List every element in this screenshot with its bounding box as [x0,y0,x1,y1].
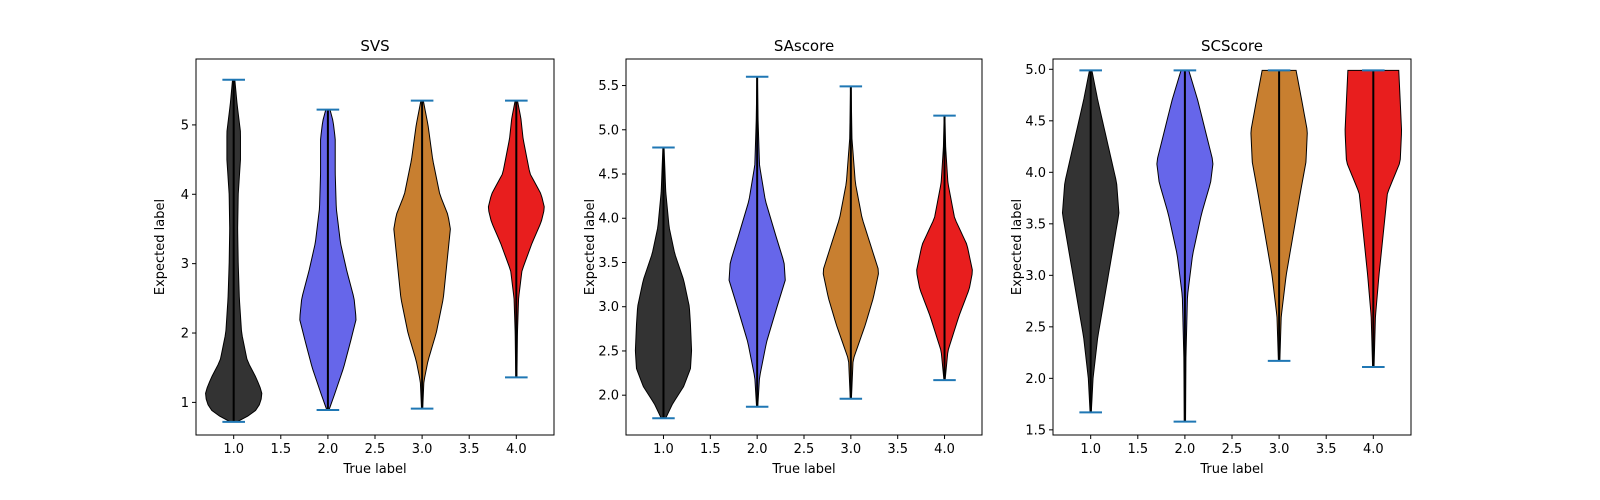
x-tick-label: 2.0 [1175,442,1196,457]
x-tick-label: 2.0 [318,442,339,457]
y-tick-label: 3 [181,257,189,272]
panel-title: SCScore [1201,37,1263,55]
y-tick-label: 2.0 [1025,372,1046,387]
y-tick-label: 4.0 [598,212,619,227]
x-tick-label: 1.5 [270,442,291,457]
y-tick-label: 1.5 [1025,423,1046,438]
y-tick-label: 2 [181,327,189,342]
y-tick-label: 4.5 [1025,114,1046,129]
y-tick-label: 4.5 [598,168,619,183]
panel-title: SVS [360,37,389,55]
y-axis-label: Expected label [1010,199,1025,295]
y-tick-label: 2.0 [598,389,619,404]
x-tick-label: 1.5 [1127,442,1148,457]
x-tick-label: 1.0 [223,442,244,457]
y-tick-label: 5.0 [1025,63,1046,78]
y-tick-label: 2.5 [1025,320,1046,335]
svs-panel: 1.0 1.5 2.0 2.5 3.0 3.5 4.0 1 2 3 4 5 SVS True labe… [153,37,555,477]
sascore-panel: 1.0 1.5 2.0 2.5 3.0 3.5 4.0 2.0 2.5 3.0 3.5 4.0 4.5 5… [583,37,983,477]
x-tick-label: 4.0 [934,442,955,457]
panel-title: SAscore [774,37,834,55]
x-tick-label: 4.0 [1363,442,1384,457]
plot-area: 1.0 1.5 2.0 2.5 3.0 3.5 4.0 1.5 2.0 2.5 3.0 3.5 4.0 4… [1025,58,1412,457]
scscore-panel: 1.0 1.5 2.0 2.5 3.0 3.5 4.0 1.5 2.0 2.5 3.0 3.5 4.0 4… [1010,37,1412,477]
y-tick-label: 3.5 [598,256,619,271]
y-tick-label: 1 [181,396,189,411]
x-tick-label: 1.0 [653,442,674,457]
y-tick-label: 3.0 [1025,269,1046,284]
y-axis-label: Expected label [583,199,598,295]
x-tick-label: 2.5 [1222,442,1243,457]
y-tick-label: 4 [181,188,189,203]
plot-area: 1.0 1.5 2.0 2.5 3.0 3.5 4.0 1 2 3 4 5 [181,58,555,457]
x-tick-label: 4.0 [506,442,527,457]
y-axis-label: Expected label [153,199,168,295]
y-tick-label: 4.0 [1025,166,1046,181]
y-tick-label: 5.0 [598,123,619,138]
x-axis-label: True label [1199,462,1263,477]
x-axis-label: True label [771,462,835,477]
x-tick-label: 3.0 [840,442,861,457]
x-tick-label: 2.5 [794,442,815,457]
y-tick-label: 3.0 [598,300,619,315]
x-axis-label: True label [342,462,406,477]
y-tick-label: 5 [181,118,189,133]
x-tick-label: 3.0 [1269,442,1290,457]
x-tick-label: 1.0 [1080,442,1101,457]
y-tick-label: 3.5 [1025,217,1046,232]
x-tick-label: 3.5 [459,442,480,457]
plot-area: 1.0 1.5 2.0 2.5 3.0 3.5 4.0 2.0 2.5 3.0 3.5 4.0 4.5 5… [598,58,983,457]
y-tick-label: 5.5 [598,79,619,94]
x-tick-label: 3.0 [412,442,433,457]
y-tick-label: 2.5 [598,344,619,359]
x-tick-label: 3.5 [887,442,908,457]
x-tick-label: 2.5 [365,442,386,457]
x-tick-label: 2.0 [747,442,768,457]
x-tick-label: 1.5 [700,442,721,457]
x-tick-label: 3.5 [1316,442,1337,457]
